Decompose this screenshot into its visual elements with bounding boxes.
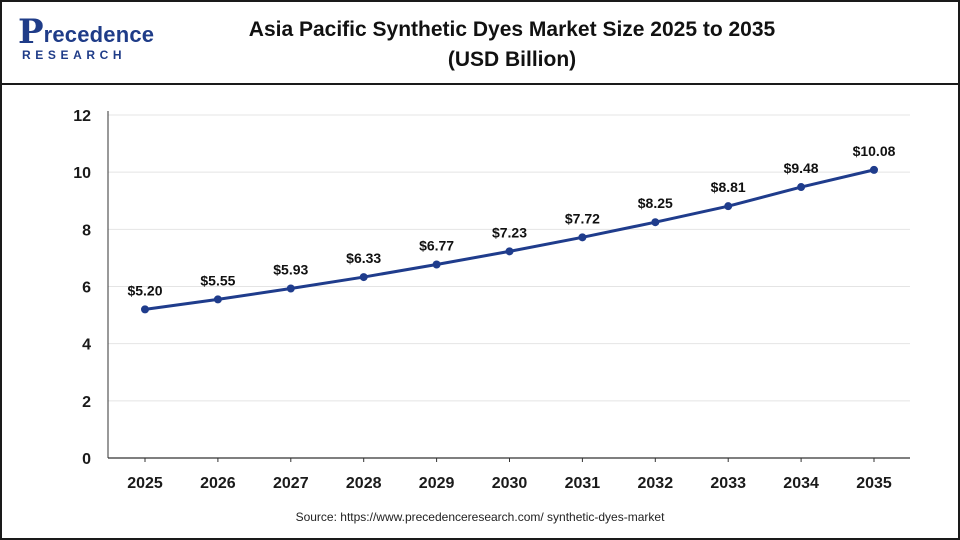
data-point [651,218,660,227]
chart-title-line-1: Asia Pacific Synthetic Dyes Market Size … [248,18,776,41]
y-tick-label: 0 [82,451,91,468]
data-points [141,165,878,314]
data-labels: $5.20 $5.55 $5.93 $6.33 $6.77 $7.23 $7.72 $8.25… [127,143,895,298]
precedence-research-logo: P recedence RESEARCH [18,12,168,66]
x-tick-label: 2025 [127,475,163,492]
x-axis-tick-labels: 2025 2026 2027 2028 2029 2030 2031 2032 2033 2034… [127,475,892,492]
axes [107,111,910,462]
x-tick-label: 2033 [710,475,746,492]
grid-lines [108,114,910,402]
data-label: $6.33 [346,250,381,266]
data-label: $5.55 [200,272,235,288]
y-tick-label: 4 [82,337,91,354]
data-label: $8.81 [711,179,746,195]
chart-title: Asia Pacific Synthetic Dyes Market Size … [232,15,792,75]
y-tick-label: 8 [82,222,91,239]
logo-wordmark: P recedence [18,12,155,52]
x-tick-label: 2027 [273,475,309,492]
data-point [286,284,295,293]
y-axis-tick-labels: 0 2 4 6 8 10 12 [73,108,91,468]
logo-name: recedence [43,22,155,47]
data-point [724,202,733,211]
y-tick-label: 12 [73,108,91,125]
data-label: $5.93 [273,262,308,278]
y-tick-label: 10 [73,165,91,182]
data-point [797,183,806,192]
x-tick-label: 2032 [638,475,674,492]
x-tick-label: 2028 [346,475,382,492]
data-point [870,165,878,174]
data-label: $5.20 [127,282,162,298]
data-point [432,260,441,269]
data-point [578,233,587,242]
y-tick-label: 2 [82,394,91,411]
data-label: $10.08 [853,143,896,159]
data-label: $6.77 [419,237,454,253]
data-label: $7.72 [565,210,600,226]
x-tick-label: 2030 [492,475,528,492]
data-point [359,273,368,282]
chart-title-line-2: (USD Billion) [447,48,577,71]
logo-initial: P [18,12,44,52]
logo-subtitle: RESEARCH [22,48,127,62]
data-label: $7.23 [492,224,527,240]
x-tick-label: 2034 [783,475,819,492]
header-bar: P recedence RESEARCH Asia Pacific Synthe… [2,2,958,85]
source-note: Source: https://www.precedenceresearch.c… [295,510,665,524]
data-label: $9.48 [784,160,819,176]
y-tick-label: 6 [82,280,91,297]
x-tick-label: 2026 [200,475,236,492]
data-point [505,247,514,256]
x-tick-label: 2031 [565,475,601,492]
data-point [213,295,222,304]
data-label: $8.25 [638,195,673,211]
data-point [141,305,149,314]
x-tick-label: 2029 [419,475,455,492]
x-tick-label: 2035 [856,475,892,492]
